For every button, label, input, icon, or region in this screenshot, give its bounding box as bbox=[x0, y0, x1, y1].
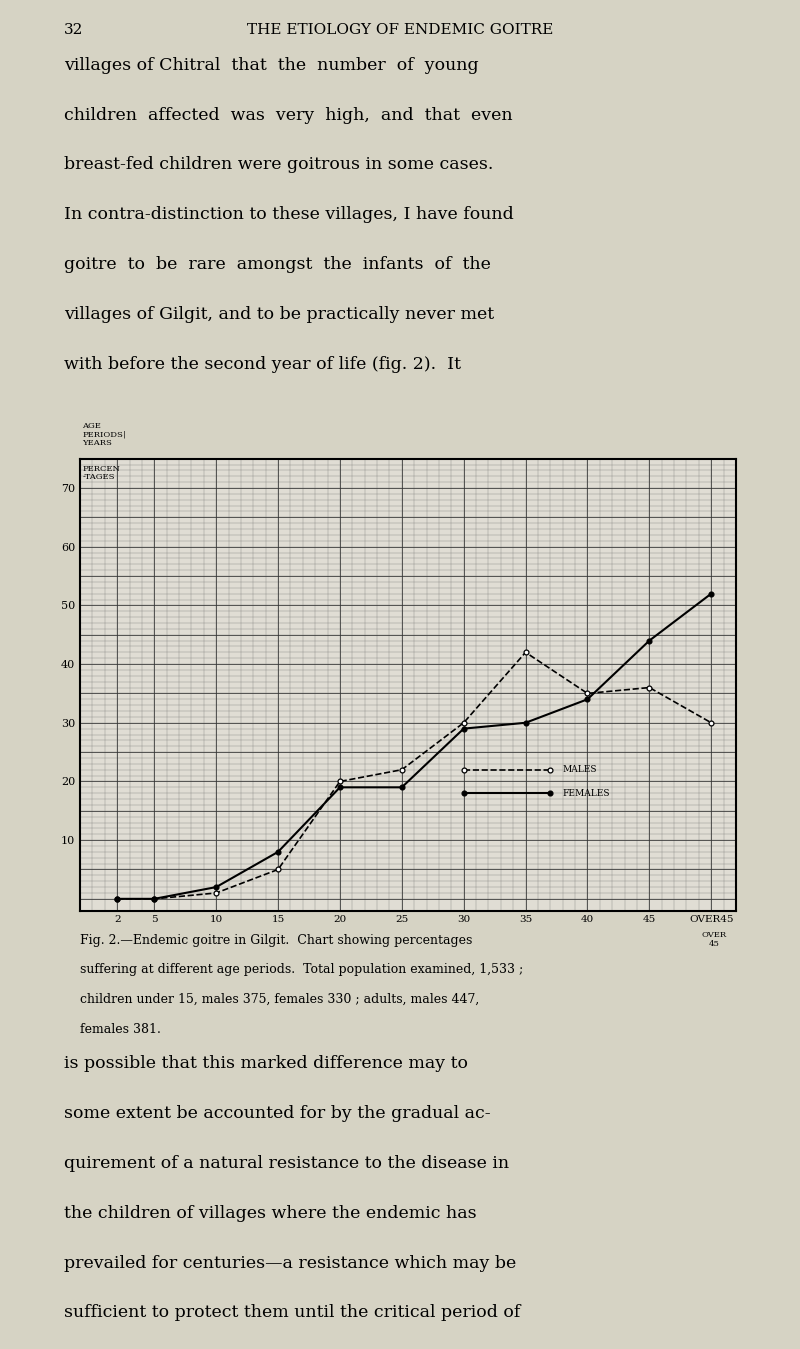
Text: children  affected  was  very  high,  and  that  even: children affected was very high, and tha… bbox=[64, 107, 513, 124]
Text: Fig. 2.—Endemic goitre in Gilgit.  Chart showing percentages: Fig. 2.—Endemic goitre in Gilgit. Chart … bbox=[80, 934, 472, 947]
Text: villages of Gilgit, and to be practically never met: villages of Gilgit, and to be practicall… bbox=[64, 306, 494, 324]
Text: villages of Chitral  that  the  number  of  young: villages of Chitral that the number of y… bbox=[64, 57, 478, 74]
Text: children under 15, males 375, females 330 ; adults, males 447,: children under 15, males 375, females 33… bbox=[80, 993, 479, 1006]
Text: 32: 32 bbox=[64, 23, 83, 36]
Text: OVER
45: OVER 45 bbox=[701, 931, 726, 948]
Text: the children of villages where the endemic has: the children of villages where the endem… bbox=[64, 1205, 477, 1222]
Text: THE ETIOLOGY OF ENDEMIC GOITRE: THE ETIOLOGY OF ENDEMIC GOITRE bbox=[247, 23, 553, 36]
Text: FEMALES: FEMALES bbox=[562, 789, 610, 797]
Text: is possible that this marked difference may to: is possible that this marked difference … bbox=[64, 1055, 468, 1072]
Text: with before the second year of life (fig. 2).  It: with before the second year of life (fig… bbox=[64, 356, 461, 374]
Text: prevailed for centuries—a resistance which may be: prevailed for centuries—a resistance whi… bbox=[64, 1255, 516, 1272]
Text: In contra-distinction to these villages, I have found: In contra-distinction to these villages,… bbox=[64, 206, 514, 224]
Text: breast-fed children were goitrous in some cases.: breast-fed children were goitrous in som… bbox=[64, 156, 494, 174]
Text: goitre  to  be  rare  amongst  the  infants  of  the: goitre to be rare amongst the infants of… bbox=[64, 256, 491, 274]
Text: some extent be accounted for by the gradual ac-: some extent be accounted for by the grad… bbox=[64, 1105, 490, 1122]
Text: AGE
PERIODS|
YEARS: AGE PERIODS| YEARS bbox=[82, 422, 126, 447]
Text: MALES: MALES bbox=[562, 765, 598, 774]
Text: sufficient to protect them until the critical period of: sufficient to protect them until the cri… bbox=[64, 1304, 520, 1322]
Text: females 381.: females 381. bbox=[80, 1023, 161, 1036]
Text: suffering at different age periods.  Total population examined, 1,533 ;: suffering at different age periods. Tota… bbox=[80, 963, 523, 977]
Text: PERCEN
-TAGES: PERCEN -TAGES bbox=[82, 464, 120, 482]
Text: quirement of a natural resistance to the disease in: quirement of a natural resistance to the… bbox=[64, 1155, 509, 1172]
